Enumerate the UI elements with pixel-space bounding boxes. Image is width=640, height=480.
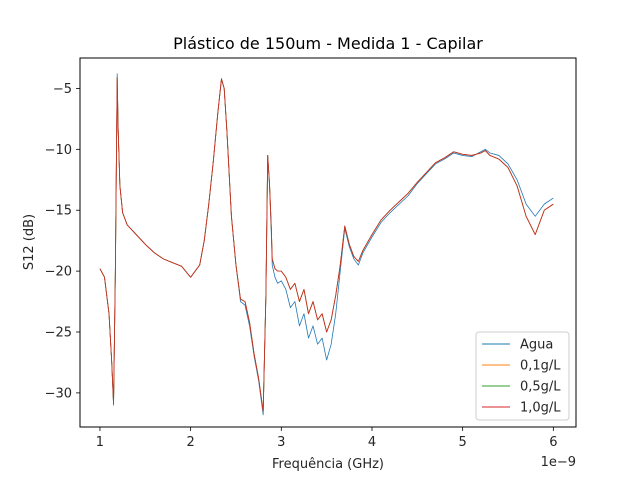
legend: Agua 0,1g/L 0,5g/L 1,0g/L	[475, 331, 570, 421]
x-tick-label: 2	[186, 435, 194, 450]
plot-series	[99, 73, 554, 416]
x-tick-label: 5	[459, 435, 467, 450]
y-tick-label: −15	[45, 204, 72, 219]
x-axis: 1 2 3 4 5 6	[96, 427, 557, 450]
y-tick-label: −30	[45, 386, 72, 401]
legend-box	[475, 331, 570, 421]
legend-label: Agua	[520, 338, 553, 353]
x-axis-label: Frequência (GHz)	[272, 457, 384, 472]
legend-label: 0,5g/L	[520, 380, 561, 395]
x-tick-label: 1	[96, 435, 104, 450]
y-tick-label: −20	[45, 265, 72, 280]
y-axis-label: S12 (dB)	[22, 214, 37, 270]
y-axis: −30 −25 −20 −15 −10 −5	[45, 82, 80, 401]
y-tick-label: −5	[53, 82, 72, 97]
series-line-4	[99, 77, 554, 412]
x-tick-label: 3	[277, 435, 285, 450]
x-axis-offset-label: 1e−9	[541, 455, 576, 470]
y-tick-label: −25	[45, 326, 72, 341]
x-tick-label: 6	[549, 435, 557, 450]
plot-frame	[79, 57, 577, 428]
x-tick-label: 4	[368, 435, 376, 450]
y-tick-label: −10	[45, 143, 72, 158]
legend-label: 1,0g/L	[520, 401, 561, 416]
legend-label: 0,1g/L	[520, 359, 561, 374]
chart-title: Plástico de 150um - Medida 1 - Capilar	[173, 34, 483, 53]
